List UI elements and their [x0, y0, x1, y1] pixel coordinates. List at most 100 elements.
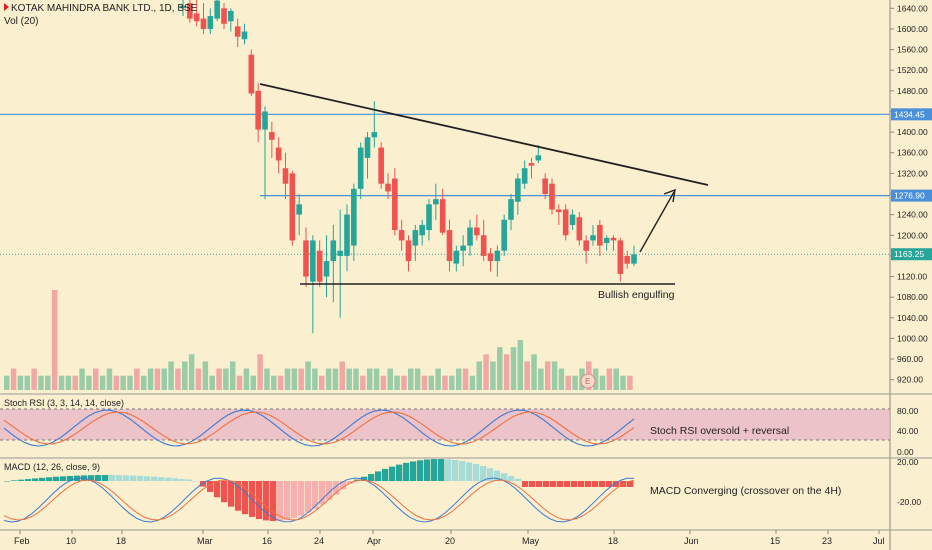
- macd-histogram-bar: [571, 481, 578, 487]
- candle-body: [562, 209, 569, 236]
- volume-bar: [24, 375, 31, 390]
- macd-histogram-bar: [11, 480, 18, 481]
- macd-histogram-bar: [368, 474, 375, 481]
- macd-histogram-bar: [515, 478, 522, 481]
- candle-body: [480, 235, 487, 256]
- volume-bar: [449, 375, 455, 390]
- candle-body: [460, 245, 466, 251]
- candle-body: [316, 250, 323, 282]
- macd-histogram-bar: [487, 468, 494, 481]
- candle-body: [385, 183, 391, 192]
- stoch-tick-label: 0.00: [897, 447, 914, 457]
- candle-body: [207, 16, 214, 29]
- macd-histogram-bar: [627, 481, 634, 487]
- volume-bar: [120, 375, 126, 390]
- price-label-box: [891, 108, 932, 121]
- signal-line: [3, 479, 635, 521]
- candle-body: [228, 10, 234, 22]
- stoch-annotation: Stoch RSI oversold + reversal: [650, 425, 789, 437]
- candle-body: [310, 240, 316, 282]
- volume-bar: [86, 375, 92, 390]
- candle-body: [508, 199, 514, 220]
- price-label: 1434.45: [894, 109, 925, 119]
- price-label: 1276.90: [894, 191, 925, 201]
- volume-bar: [45, 375, 51, 390]
- macd-histogram-bar: [284, 481, 291, 520]
- volume-bar: [79, 368, 85, 390]
- x-tick-label: Mar: [197, 536, 213, 546]
- volume-bar: [387, 368, 393, 390]
- candle-body: [542, 178, 548, 194]
- macd-histogram-bar: [473, 464, 480, 481]
- stoch-tick-label: 40.00: [897, 426, 919, 436]
- volume-bar: [620, 375, 626, 390]
- volume-bar: [497, 347, 503, 390]
- candle-body: [487, 253, 494, 262]
- volume-bar: [531, 354, 537, 390]
- candle-body: [624, 255, 630, 264]
- earnings-icon: [580, 373, 596, 389]
- candle-body: [439, 199, 446, 233]
- volume-bar: [408, 368, 414, 390]
- x-tick-label: 16: [262, 536, 272, 546]
- candle-body: [549, 183, 555, 210]
- candle-body: [446, 230, 453, 262]
- candle-body: [569, 214, 576, 225]
- x-tick-label: 10: [66, 536, 76, 546]
- macd-histogram-bar: [137, 475, 144, 481]
- candle-body: [501, 219, 507, 251]
- volume-bar: [394, 375, 400, 390]
- candle-body: [344, 214, 350, 256]
- y-tick-label: 1520.00: [897, 65, 928, 75]
- volume-bar: [366, 368, 373, 390]
- volume-bar: [154, 368, 161, 390]
- candle-body: [398, 230, 405, 241]
- macd-histogram-bar: [543, 481, 550, 487]
- x-tick-label: Apr: [367, 536, 381, 546]
- candle-body: [193, 13, 200, 22]
- y-tick-label: 1600.00: [897, 24, 928, 34]
- volume-bar: [65, 375, 72, 390]
- candle-body: [494, 250, 501, 262]
- macd-histogram-bar: [445, 459, 452, 481]
- macd-histogram-bar: [109, 475, 116, 481]
- volume-bar: [4, 375, 10, 390]
- volume-bar: [223, 368, 229, 390]
- volume-bar: [353, 368, 359, 390]
- macd-histogram-bar: [305, 481, 312, 513]
- volume-bar: [175, 368, 181, 390]
- candle-body: [521, 168, 528, 184]
- volume-bar: [140, 375, 147, 390]
- candle-body: [467, 227, 473, 246]
- candle-body: [453, 250, 460, 264]
- candle-body: [631, 254, 637, 264]
- earnings-icon-label: E: [585, 377, 590, 386]
- macd-histogram-bar: [179, 478, 186, 481]
- candle-body: [405, 240, 412, 262]
- flag-icon: [4, 3, 9, 11]
- y-tick-label: 1000.00: [897, 333, 928, 343]
- candle-body: [576, 217, 583, 241]
- volume-bar: [202, 361, 209, 390]
- macd-histogram-bar: [32, 478, 39, 481]
- candle-body: [590, 235, 596, 241]
- stoch-d-line: [3, 411, 635, 445]
- candle-body: [433, 199, 439, 205]
- candle-body: [474, 227, 480, 236]
- macd-histogram-bar: [459, 461, 466, 481]
- volume-bar: [462, 368, 469, 390]
- candle-body: [275, 147, 282, 161]
- macd-histogram-bar: [67, 475, 74, 481]
- volume-label: Vol (20): [4, 16, 39, 27]
- volume-bar: [428, 375, 435, 390]
- volume-bar: [442, 375, 448, 390]
- macd-histogram-bar: [39, 477, 46, 481]
- macd-annotation: MACD Converging (crossover on the 4H): [650, 485, 841, 497]
- candle-body: [234, 26, 241, 37]
- y-tick-label: 1560.00: [897, 45, 928, 55]
- volume-bar: [72, 375, 78, 390]
- candle-body: [262, 111, 268, 130]
- macd-histogram-bar: [88, 475, 95, 481]
- y-tick-label: 1200.00: [897, 230, 928, 240]
